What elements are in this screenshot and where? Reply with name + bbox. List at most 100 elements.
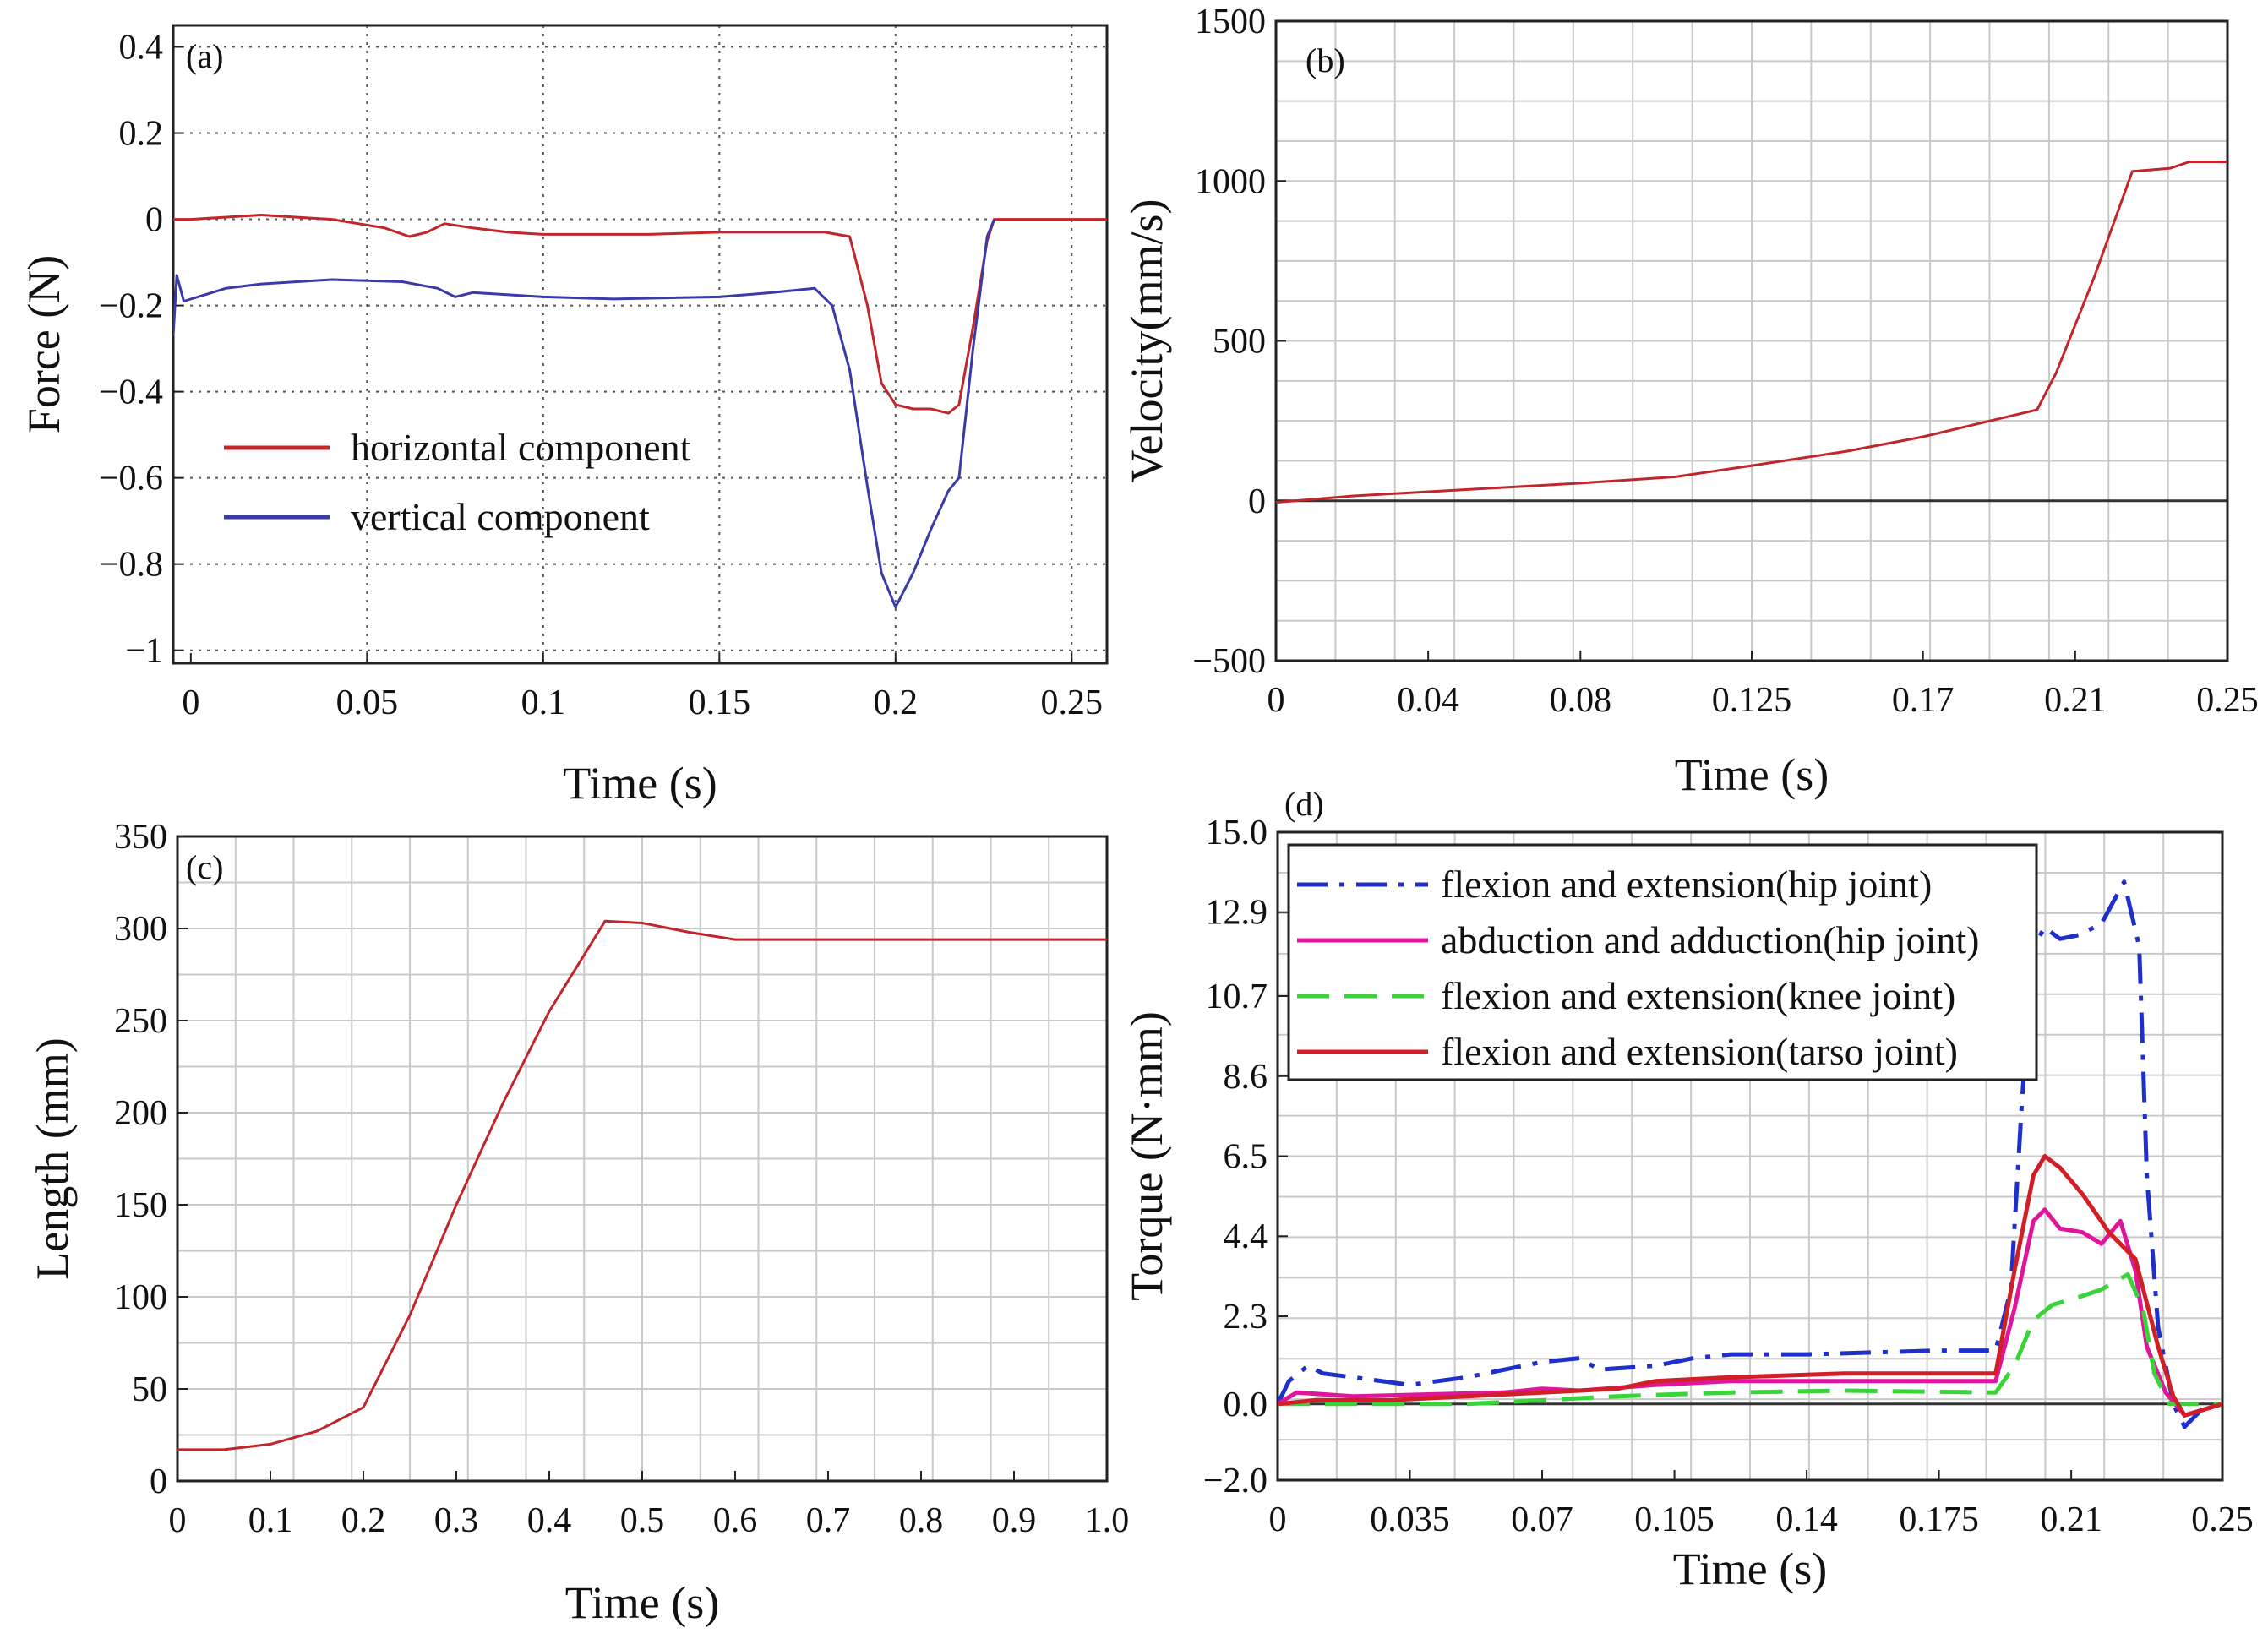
series-group [1278,879,2222,1429]
y-tick-label: 250 [114,1002,167,1041]
x-tick-label: 0.125 [1712,681,1792,720]
y-tick-label: −0.8 [99,546,163,585]
x-axis-title: Time (s) [563,758,717,809]
x-tick-label: 0.08 [1550,681,1612,720]
x-tick-label: 1.0 [1085,1501,1130,1540]
x-tick-label: 0.25 [2191,1500,2254,1539]
series-line-1 [1276,161,2227,504]
x-tick-label: 0.2 [874,683,919,722]
y-tick-label: 0 [145,201,163,240]
x-tick-label: 0.4 [527,1501,572,1540]
y-tick-label: 2.3 [1224,1298,1268,1337]
x-tick-label: 0.5 [620,1501,665,1540]
series-line-2 [173,219,995,609]
y-tick-label: −0.2 [99,287,163,326]
y-tick-label: 1000 [1195,162,1266,201]
chart-panel-b: 0 0.04 0.08 0.125 0.17 0.21 0.25150010005000−5… [1121,3,2259,800]
y-tick-label: 50 [132,1370,167,1409]
y-tick-label: 8.6 [1224,1058,1268,1097]
x-tick-label: 0.2 [341,1501,386,1540]
y-tick-label: 350 [114,818,167,857]
y-tick-label: 0 [1248,482,1266,521]
y-axis-title: Torque (N·mm) [1121,1011,1172,1301]
x-tick-label: 0.05 [336,683,399,722]
x-tick-label: 0 [1268,681,1285,720]
x-axis-title: Time (s) [1675,749,1829,800]
chart-panel-a: 0 0.05 0.1 0.15 0.2 0.25 0.4 0.2 0 −0.2 −0.4 −0.6 −0… [19,24,1109,809]
series-group [177,919,1107,1451]
y-axis-title: Length (mm) [27,1037,78,1279]
chart-panel-c: 0 0.1 0.2 0.3 0.4 0.5 0.6 0.7 0.8 0.9 1.0 0 50 100 150… [27,818,1129,1628]
x-tick-label: 0 [1269,1500,1287,1539]
legend-label: abduction and adduction(hip joint) [1441,918,1979,961]
series-line-4 [1278,1154,2222,1418]
y-axis-title: Velocity(mm/s) [1121,199,1172,483]
grid [173,25,1107,663]
x-tick-label: 0.7 [806,1501,851,1540]
legend-label: flexion and extension(hip joint) [1441,863,1932,906]
x-tick-label: 0.035 [1370,1500,1450,1539]
x-tick-label: 0 [169,1501,187,1540]
y-tick-label: 0.2 [119,115,164,154]
legend-label: flexion and extension(tarso joint) [1441,1030,1958,1073]
y-tick-label: 300 [114,910,167,949]
y-tick-label: 0.0 [1224,1386,1268,1424]
legend: flexion and extension(hip joint) abductio… [1287,843,2038,1081]
x-tick-label: 0.1 [248,1501,293,1540]
y-tick-label: 200 [114,1094,167,1133]
grid [177,836,1107,1481]
x-axis-title: Time (s) [1673,1544,1828,1594]
x-tick-label: 0.105 [1634,1500,1715,1539]
series-line-1 [1278,879,2222,1429]
x-tick-label: 0.25 [2196,681,2259,720]
y-tick-label: 150 [114,1186,167,1225]
panel-label: (d) [1284,785,1324,823]
x-tick-label: 0.15 [689,683,751,722]
chart-panel-d: 0 0.035 0.07 0.105 0.14 0.175 0.21 0.25 15.0 12.9… [1121,785,2254,1594]
series-line-1 [177,919,1107,1451]
x-tick-label: 0.17 [1892,681,1955,720]
legend-box [1287,843,2038,1081]
legend-label: horizontal component [351,426,691,469]
x-axis-title: Time (s) [565,1577,720,1628]
x-tick-label: 0.25 [1041,683,1104,722]
y-tick-label: −0.4 [99,373,163,412]
x-tick-label: 0 [182,683,199,722]
y-tick-label: −1 [125,632,163,671]
y-tick-label: 100 [114,1278,167,1317]
y-axis-title: Force (N) [19,255,69,433]
series-group [173,214,1107,609]
y-tick-label: 0.4 [119,29,164,68]
x-tick-label: 0.6 [713,1501,758,1540]
legend: horizontal component vertical component [224,426,691,538]
legend-label: vertical component [351,495,650,538]
x-tick-label: 0.14 [1775,1500,1838,1539]
plot-frame [172,24,1109,665]
y-tick-label: 4.4 [1224,1217,1268,1256]
y-tick-label: 500 [1213,323,1266,362]
x-tick-label: 0.175 [1899,1500,1979,1539]
series-group [1276,161,2227,504]
panel-label: (b) [1306,41,1345,79]
x-tick-label: 0.9 [992,1501,1037,1540]
x-tick-label: 0.8 [899,1501,944,1540]
x-tick-label: 0.1 [521,683,566,722]
y-tick-label: −2.0 [1203,1462,1268,1500]
y-tick-label: −500 [1192,642,1266,681]
x-tick-label: 0.04 [1397,681,1459,720]
panel-label: (c) [186,848,223,886]
legend-label: flexion and extension(knee joint) [1441,974,1955,1017]
y-tick-label: 6.5 [1224,1138,1268,1177]
y-tick-label: 10.7 [1206,977,1268,1016]
x-tick-label: 0.07 [1511,1500,1573,1539]
y-tick-label: 1500 [1195,3,1266,41]
series-line-3 [1278,1271,2222,1407]
y-tick-label: 0 [150,1462,167,1501]
panel-label: (a) [186,37,223,75]
y-tick-label: 12.9 [1206,894,1268,933]
y-tick-label: 15.0 [1206,814,1268,852]
x-tick-label: 0.3 [434,1501,479,1540]
y-tick-label: −0.6 [99,460,163,498]
series-line-1 [173,214,1107,415]
